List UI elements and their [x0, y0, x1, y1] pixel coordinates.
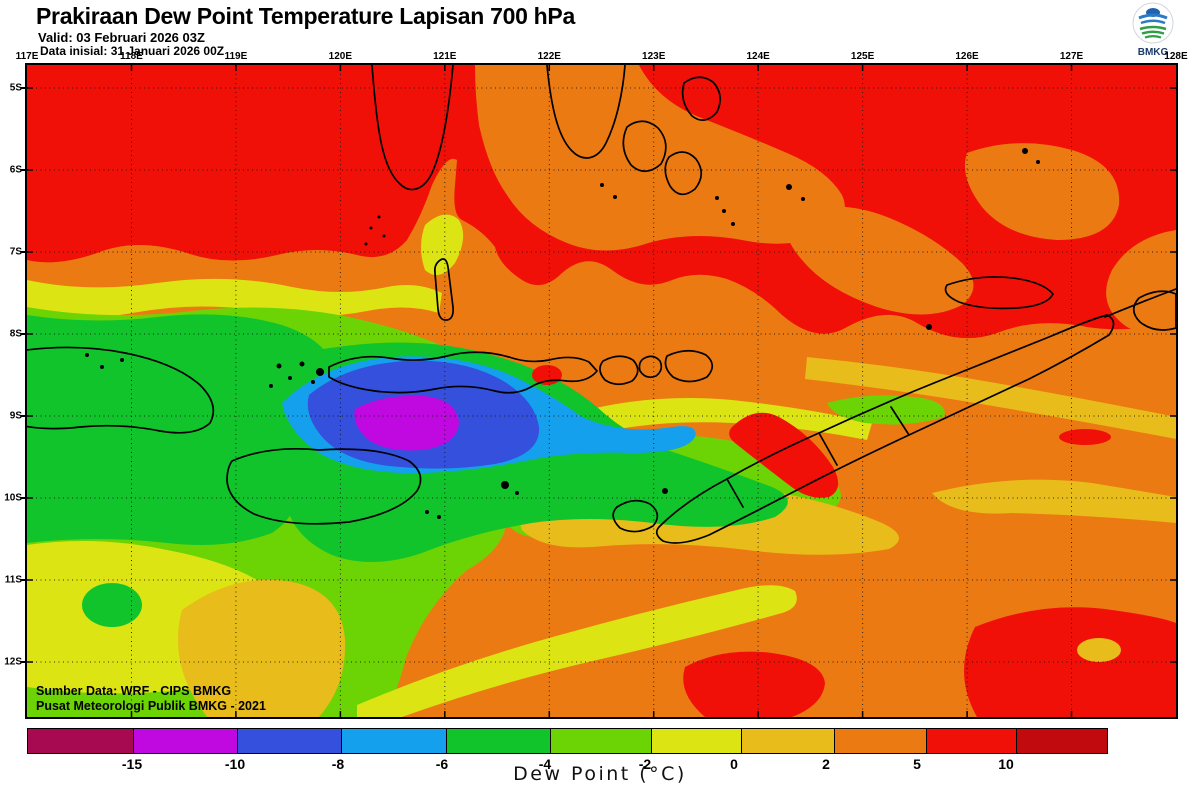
lat-tickmark [21, 169, 26, 171]
lat-tickmark [21, 661, 26, 663]
lon-tick-label: 118E [120, 51, 143, 62]
lat-tickmark [21, 415, 26, 417]
page-title: Prakiraan Dew Point Temperature Lapisan … [36, 3, 575, 29]
lat-tick-label: 5S [9, 82, 22, 94]
lat-tickmark [21, 497, 26, 499]
colorbar-title: Dew Point (°C) [513, 763, 687, 785]
lon-tick-label: 119E [224, 51, 248, 62]
colorbar-segment [927, 729, 1017, 753]
lon-tick-label: 120E [328, 51, 353, 62]
bmkg-logo-label: BMKG [1137, 47, 1169, 58]
lon-tick-label: 127E [1059, 51, 1084, 62]
lat-tickmark [21, 87, 26, 89]
colorbar-segment [134, 729, 238, 753]
bmkg-logo-icon [1132, 2, 1174, 44]
colorbar-segment [238, 729, 342, 753]
source-line-1: Sumber Data: WRF - CIPS BMKG [36, 684, 232, 699]
colorbar-tick-label: 10 [998, 756, 1014, 772]
lon-tick-label: 122E [537, 51, 561, 62]
colorbar-segment [835, 729, 927, 753]
colorbar-tick-label: -8 [331, 756, 345, 772]
lat-tickmark [21, 579, 26, 581]
lat-tick-label: 12S [4, 656, 22, 668]
colorbar-segment [551, 729, 652, 753]
lon-tick-label: 124E [746, 51, 770, 62]
lat-tick-label: 6S [9, 164, 22, 176]
colorbar-tick-label: -10 [224, 756, 246, 772]
lat-tick-label: 8S [9, 328, 22, 340]
colorbar-tick-label: -6 [435, 756, 449, 772]
colorbar-segment [1017, 729, 1107, 753]
lat-tickmark [21, 251, 26, 253]
dewpoint-contour-map [27, 65, 1176, 717]
lat-tick-label: 10S [4, 492, 22, 504]
lon-tick-label: 126E [955, 51, 979, 62]
lon-tick-label: 123E [642, 51, 666, 62]
bmkg-logo: BMKG [1130, 2, 1176, 58]
colorbar-segment [447, 729, 551, 753]
colorbar-tick-label: -4 [538, 756, 552, 772]
lat-tick-label: 7S [9, 246, 22, 258]
valid-datetime: Valid: 03 Februari 2026 03Z [38, 30, 205, 45]
lon-tick-label: 128E [1164, 51, 1188, 62]
colorbar-tick-label: 2 [822, 756, 830, 772]
colorbar-segment [28, 729, 134, 753]
lat-tick-label: 11S [4, 574, 22, 586]
lat-tickmark [21, 333, 26, 335]
colorbar-tick-label: 5 [913, 756, 921, 772]
lon-tick-label: 125E [850, 51, 875, 62]
map-frame: Sumber Data: WRF - CIPS BMKG Pusat Meteo… [25, 63, 1178, 719]
colorbar-tick-label: -15 [121, 756, 143, 772]
lon-tick-label: 121E [433, 51, 457, 62]
lat-tick-label: 9S [9, 410, 22, 422]
init-datetime: Data inisial: 31 Januari 2026 00Z [40, 44, 225, 58]
colorbar-tick-label: 0 [730, 756, 738, 772]
lon-tick-label: 117E [15, 51, 39, 62]
colorbar [27, 728, 1108, 754]
colorbar-segment [652, 729, 742, 753]
colorbar-segment [342, 729, 447, 753]
colorbar-tick-label: -2 [638, 756, 652, 772]
colorbar-segment [742, 729, 835, 753]
source-line-2: Pusat Meteorologi Publik BMKG - 2021 [36, 698, 266, 713]
